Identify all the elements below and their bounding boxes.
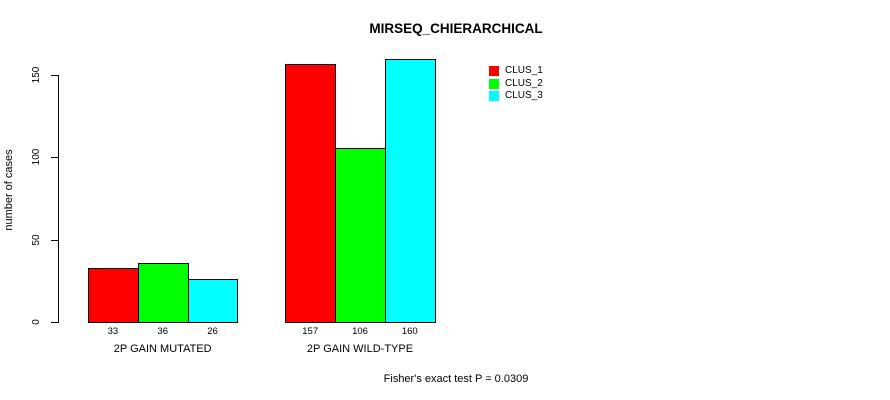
legend: CLUS_1 CLUS_2 CLUS_3 [489, 65, 543, 103]
y-axis-title: number of cases [3, 149, 15, 231]
bar-clus_3-0 [187, 279, 239, 323]
chart-title: MIRSEQ_CHIERARCHICAL [369, 21, 543, 36]
bar-value-label: 106 [352, 326, 368, 337]
bar-value-label: 160 [401, 326, 418, 337]
bar-clus_3-1 [384, 58, 436, 323]
legend-row: CLUS_2 [489, 78, 543, 91]
y-tick [51, 75, 58, 76]
legend-row: CLUS_1 [489, 65, 543, 78]
legend-swatch-icon [489, 66, 499, 77]
annotation-text: Fisher's exact test P = 0.0309 [383, 373, 529, 385]
category-label: 2P GAIN WILD-TYPE [306, 343, 414, 355]
y-tick [51, 240, 58, 241]
legend-label: CLUS_1 [505, 65, 543, 77]
y-tick-label: 0 [31, 319, 42, 325]
y-tick-label: 50 [31, 234, 42, 246]
y-tick-label: 150 [31, 66, 42, 84]
y-tick [51, 322, 58, 323]
bar-clus_2-0 [137, 262, 189, 323]
legend-row: CLUS_3 [489, 90, 543, 103]
legend-swatch-icon [489, 91, 499, 102]
y-tick [51, 157, 58, 158]
bar-clus_1-1 [285, 63, 337, 323]
y-tick-label: 100 [31, 148, 42, 166]
legend-swatch-icon [489, 78, 499, 89]
bar-clus_2-1 [335, 147, 386, 323]
y-axis-line [58, 75, 59, 323]
bar-value-label: 36 [157, 326, 168, 337]
category-label: 2P GAIN MUTATED [113, 343, 212, 355]
bar-value-label: 157 [302, 326, 319, 337]
bar-clus_1-0 [88, 267, 139, 323]
bar-value-label: 33 [107, 326, 119, 337]
bar-value-label: 26 [207, 326, 218, 337]
legend-label: CLUS_2 [505, 77, 543, 89]
legend-label: CLUS_3 [505, 90, 543, 102]
